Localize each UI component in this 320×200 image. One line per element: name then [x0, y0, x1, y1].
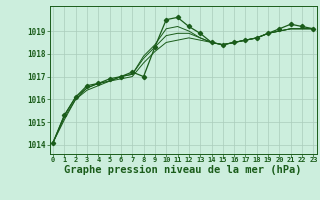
X-axis label: Graphe pression niveau de la mer (hPa): Graphe pression niveau de la mer (hPa) — [64, 165, 302, 175]
